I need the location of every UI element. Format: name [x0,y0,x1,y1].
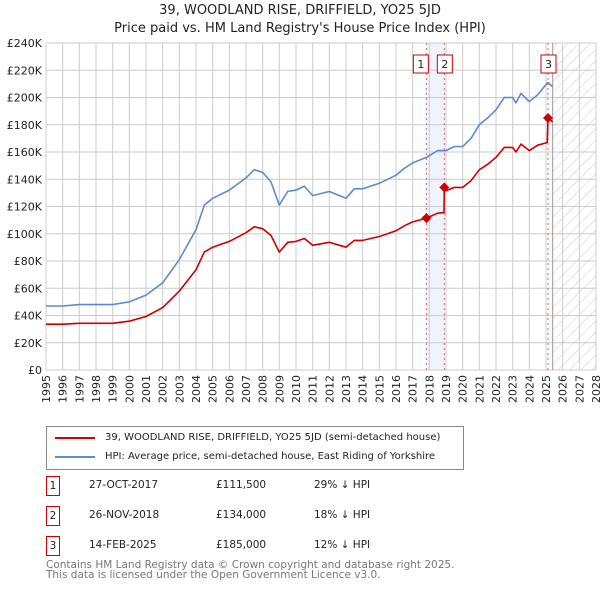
y-tick-label: £240K [7,37,43,50]
x-tick-label: 1996 [57,375,70,403]
y-tick-label: £160K [7,146,43,159]
y-tick-label: £80K [14,255,43,268]
sale-date: 27-OCT-2017 [89,479,158,491]
x-tick-label: 1999 [107,375,120,403]
sale-price: £111,500 [216,479,267,491]
x-tick-label: 2006 [223,375,236,403]
x-tick-label: 2014 [357,375,370,403]
forecast-hatch [552,43,596,370]
legend-label-hpi: HPI: Average price, semi-detached house,… [105,451,436,462]
legend-item-hpi: HPI: Average price, semi-detached house,… [55,451,435,462]
sale-point [421,213,432,224]
x-tick-label: 2003 [173,375,186,403]
x-tick-label: 2026 [557,375,570,403]
y-tick-label: £40K [14,310,43,323]
x-tick-label: 2019 [440,375,453,403]
x-tick-label: 2027 [573,375,586,403]
legend-swatch-property [55,436,95,439]
sale-row: 3 14-FEB-2025 £185,000 12% ↓ HPI [46,536,446,556]
legend: 39, WOODLAND RISE, DRIFFIELD, YO25 5JD (… [46,426,464,470]
sale-number: 2 [46,506,60,526]
chart-title: 39, WOODLAND RISE, DRIFFIELD, YO25 5JD [159,3,441,18]
x-tick-label: 2016 [390,375,403,403]
x-tick-label: 2018 [423,375,436,403]
sale-point [439,182,450,193]
sale-label-number: 2 [441,58,448,71]
x-tick-label: 2009 [273,375,286,403]
y-tick-label: £60K [14,282,43,295]
x-tick-label: 2028 [590,375,600,403]
y-tick-label: £120K [7,201,43,214]
x-tick-label: 2021 [473,375,486,403]
y-tick-label: £220K [7,64,43,77]
sale-label-number: 1 [417,58,424,71]
legend-swatch-hpi [55,455,95,458]
sale-label-box [436,54,453,74]
price-chart: 1995 1996 1997 1998 1999 2000 2001 2002 2003 2004… [7,37,600,403]
x-tick-label: 2005 [207,375,220,403]
x-tick-label: 2000 [123,375,136,403]
footer-line-2: This data is licensed under the Open Gov… [46,569,381,581]
sale-number: 3 [46,536,60,556]
sale-label-box [540,54,557,74]
x-tick-label: 2015 [373,375,386,403]
sale-price: £134,000 [216,509,267,521]
sale-label-number: 3 [545,58,552,71]
x-tick-label: 2010 [290,375,303,403]
sale-row: 2 26-NOV-2018 £134,000 18% ↓ HPI [46,506,446,526]
y-tick-label: £140K [7,173,43,186]
sale-date: 14-FEB-2025 [89,539,157,551]
y-tick-label: £200K [7,92,43,105]
sale-hpi-diff: 12% ↓ HPI [314,539,371,551]
chart-subtitle: Price paid vs. HM Land Registry's House … [114,21,486,36]
footer: Contains HM Land Registry data © Crown c… [46,559,455,581]
x-tick-label: 2025 [540,375,553,403]
x-tick-label: 2007 [240,375,253,403]
property-price-line [46,117,554,325]
y-tick-label: £100K [7,228,43,241]
y-tick-label: £0 [28,364,42,377]
sale-hpi-diff: 29% ↓ HPI [314,479,371,491]
sale-number: 1 [46,476,60,496]
x-tick-label: 2011 [307,375,320,403]
footer-line-1: Contains HM Land Registry data © Crown c… [46,559,455,571]
x-tick-label: 2013 [340,375,353,403]
x-tick-label: 2022 [490,375,503,403]
y-tick-label: £180K [7,119,43,132]
x-tick-label: 2004 [190,375,203,403]
x-tick-label: 2002 [157,375,170,403]
legend-label-property: 39, WOODLAND RISE, DRIFFIELD, YO25 5JD (… [105,432,441,443]
legend-item-property: 39, WOODLAND RISE, DRIFFIELD, YO25 5JD (… [55,432,440,443]
x-tick-label: 2017 [407,375,420,403]
sale-hpi-diff: 18% ↓ HPI [314,509,371,521]
sale-label-box [412,54,429,74]
x-tick-label: 1997 [73,375,86,403]
x-tick-label: 2020 [457,375,470,403]
x-tick-label: 2024 [523,375,536,403]
hpi-line [46,81,554,307]
x-tick-label: 2012 [323,375,336,403]
sale-point [543,112,553,123]
x-tick-label: 2001 [140,375,153,403]
x-tick-label: 2008 [257,375,270,403]
sale-price: £185,000 [216,539,267,551]
x-tick-label: 1995 [40,375,53,403]
x-tick-label: 2023 [507,375,520,403]
y-tick-label: £20K [14,337,43,350]
sale-row: 1 27-OCT-2017 £111,500 29% ↓ HPI [46,476,446,496]
x-tick-label: 1998 [90,375,103,403]
sale-date: 26-NOV-2018 [89,509,160,521]
